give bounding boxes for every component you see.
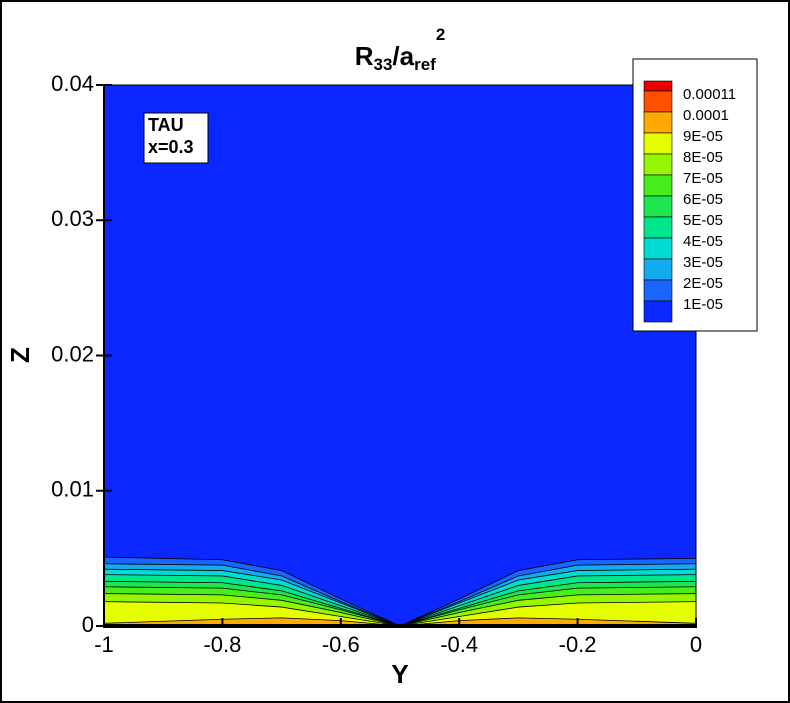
x-tick-label: -0.2 xyxy=(559,632,597,657)
x-tick-label: -0.8 xyxy=(203,632,241,657)
legend-label: 9E-05 xyxy=(683,128,723,145)
legend-label: 0.0001 xyxy=(683,107,729,124)
legend-swatch xyxy=(643,111,673,134)
legend-swatch xyxy=(643,132,673,155)
x-tick-label: 0 xyxy=(690,632,702,657)
legend-label: 7E-05 xyxy=(683,170,723,187)
legend-label: 3E-05 xyxy=(683,254,723,271)
x-axis-label: Y xyxy=(391,659,408,689)
legend-swatch xyxy=(643,279,673,302)
legend-swatch xyxy=(643,90,673,113)
legend-swatch xyxy=(643,174,673,197)
legend-label: 1E-05 xyxy=(683,296,723,313)
chart-title: R33/aref2 xyxy=(355,25,446,74)
legend-label: 8E-05 xyxy=(683,149,723,166)
legend-swatch xyxy=(643,258,673,281)
contour-band xyxy=(104,617,696,626)
legend-label: 6E-05 xyxy=(683,191,723,208)
legend-swatch xyxy=(643,153,673,176)
contour-field xyxy=(104,85,696,626)
y-tick-label: 0 xyxy=(82,612,94,637)
x-tick-label: -1 xyxy=(94,632,114,657)
y-tick-label: 0.03 xyxy=(51,206,94,231)
legend-swatch xyxy=(643,80,673,92)
legend-label: 2E-05 xyxy=(683,275,723,292)
x-tick-label: -0.6 xyxy=(322,632,360,657)
legend-label: 5E-05 xyxy=(683,212,723,229)
y-tick-label: 0.01 xyxy=(51,477,94,502)
annotation: x=0.3 xyxy=(148,137,194,157)
y-tick-label: 0.04 xyxy=(51,71,94,96)
legend-label: 4E-05 xyxy=(683,233,723,250)
annotation: TAU xyxy=(148,115,184,135)
y-tick-label: 0.02 xyxy=(51,341,94,366)
legend-swatch xyxy=(643,195,673,218)
legend-swatch xyxy=(643,216,673,239)
annotation-box xyxy=(143,112,209,164)
legend-swatch xyxy=(643,237,673,260)
legend-label: 0.00011 xyxy=(683,86,736,103)
x-tick-label: -0.4 xyxy=(440,632,478,657)
legend-swatch xyxy=(643,300,673,323)
y-axis-label: Z xyxy=(5,347,35,363)
